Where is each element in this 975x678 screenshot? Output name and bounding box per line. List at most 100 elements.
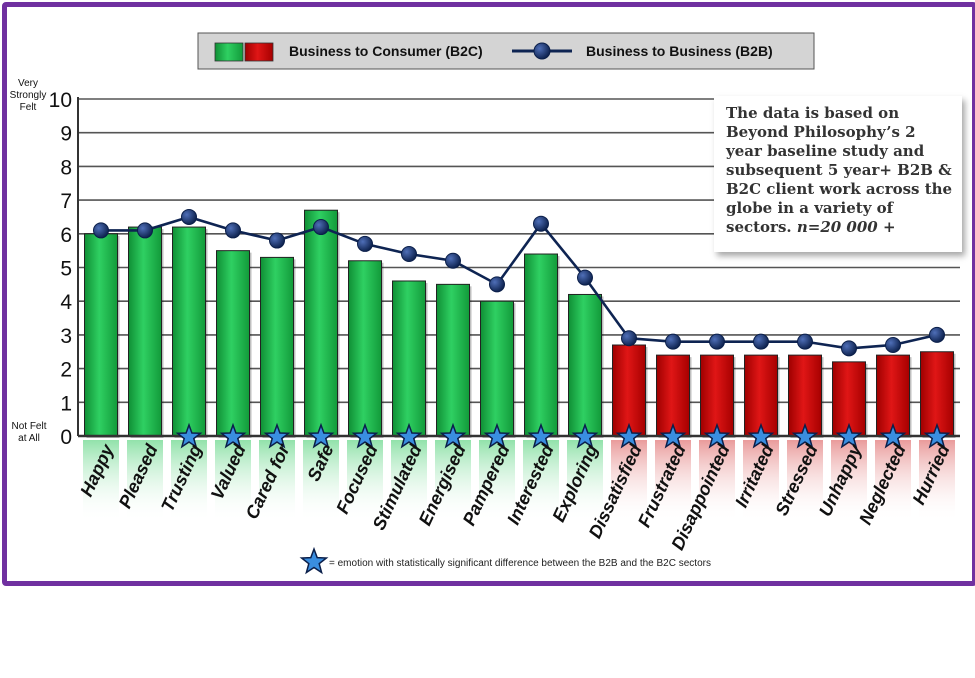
b2b-point-trusting xyxy=(181,208,197,225)
category-fade xyxy=(567,440,603,522)
footnote: = emotion with statistically significant… xyxy=(299,546,711,575)
legend-label-b2c: Business to Consumer (B2C) xyxy=(289,43,483,59)
b2b-point-happy xyxy=(93,222,109,239)
y-tick-label: 3 xyxy=(60,325,72,348)
category-fade xyxy=(699,440,735,522)
y-tick-labels: 0 1 2 3 4 5 6 7 8 9 10 xyxy=(49,89,73,449)
label-fades xyxy=(83,440,955,522)
category-fade xyxy=(391,440,427,522)
bar-stimulated xyxy=(392,280,426,437)
b2b-point-disappointed xyxy=(709,333,725,350)
b2b-point-cared-for xyxy=(269,232,285,249)
y-label-top: Felt xyxy=(20,102,37,113)
bar-neglected xyxy=(876,354,910,437)
y-tick-label: 1 xyxy=(60,392,72,415)
significance-star-icon xyxy=(483,422,511,449)
significance-star-icon xyxy=(659,422,687,449)
bar-pampered xyxy=(480,300,514,437)
category-fade xyxy=(919,440,955,522)
significance-star-icon xyxy=(835,422,863,449)
category-fade xyxy=(743,440,779,522)
legend-marker-b2b xyxy=(533,42,551,60)
b2b-point-focused xyxy=(357,235,373,252)
b2b-point-safe xyxy=(313,219,329,236)
bar-pleased xyxy=(128,226,162,437)
significance-star-icon xyxy=(791,422,819,449)
category-fade xyxy=(303,440,339,522)
significance-star-icon xyxy=(439,422,467,449)
significance-stars xyxy=(175,422,951,449)
category-fade xyxy=(787,440,823,522)
bar-dissatisfied xyxy=(612,344,646,437)
category-fade xyxy=(479,440,515,522)
category-fade xyxy=(171,440,207,522)
bar-energised xyxy=(436,283,470,437)
bar-happy xyxy=(84,233,118,437)
note-text: The data is based on Beyond Philosophy’s… xyxy=(726,104,953,236)
b2b-point-frustrated xyxy=(665,333,681,350)
note-n-value: n=20 000 + xyxy=(796,218,896,236)
bar-interested xyxy=(524,253,558,437)
bar-focused xyxy=(348,260,382,437)
b2b-point-valued xyxy=(225,222,241,239)
category-fade xyxy=(655,440,691,522)
category-fade xyxy=(347,440,383,522)
footnote-star-icon xyxy=(299,546,329,575)
significance-star-icon xyxy=(307,422,335,449)
y-label-top: Very xyxy=(18,78,38,89)
category-fade xyxy=(523,440,559,522)
b2b-point-stressed xyxy=(797,333,813,350)
y-tick-label: 6 xyxy=(60,224,72,247)
category-fade xyxy=(831,440,867,522)
b2b-point-dissatisfied xyxy=(621,330,637,347)
category-fade xyxy=(875,440,911,522)
category-fade xyxy=(259,440,295,522)
significance-star-icon xyxy=(879,422,907,449)
significance-star-icon xyxy=(395,422,423,449)
significance-star-icon xyxy=(923,422,951,449)
significance-star-icon xyxy=(571,422,599,449)
significance-star-icon xyxy=(747,422,775,449)
bar-exploring xyxy=(568,293,602,437)
category-fade xyxy=(215,440,251,522)
b2b-point-interested xyxy=(533,215,549,232)
category-fade xyxy=(611,440,647,522)
b2b-point-hurried xyxy=(929,326,945,343)
bar-irritated xyxy=(744,354,778,437)
b2b-point-irritated xyxy=(753,333,769,350)
bar-trusting xyxy=(172,226,206,437)
bar-disappointed xyxy=(700,354,734,437)
y-label-top: Strongly xyxy=(10,90,47,101)
bar-cared-for xyxy=(260,256,294,437)
bar-hurried xyxy=(920,351,954,437)
category-fade xyxy=(435,440,471,522)
significance-star-icon xyxy=(175,422,203,449)
legend-swatch-green xyxy=(214,42,244,62)
y-label-bottom: at All xyxy=(18,433,40,444)
y-tick-label: 0 xyxy=(60,426,72,449)
significance-star-icon xyxy=(263,422,291,449)
b2b-point-energised xyxy=(445,252,461,269)
bar-valued xyxy=(216,250,250,437)
note-box: The data is based on Beyond Philosophy’s… xyxy=(714,96,962,252)
b2b-point-stimulated xyxy=(401,246,417,263)
category-fade xyxy=(127,440,163,522)
significance-star-icon xyxy=(703,422,731,449)
y-tick-label: 2 xyxy=(60,359,72,382)
b2b-point-unhappy xyxy=(841,340,857,357)
y-tick-label: 4 xyxy=(60,291,72,314)
line-series-b2b xyxy=(93,208,945,357)
significance-star-icon xyxy=(527,422,555,449)
b2b-point-exploring xyxy=(577,269,593,286)
y-label-bottom: Not Felt xyxy=(11,421,46,432)
significance-star-icon xyxy=(351,422,379,449)
significance-star-icon xyxy=(219,422,247,449)
bar-safe xyxy=(304,209,338,437)
y-tick-label: 10 xyxy=(49,89,72,112)
y-tick-label: 5 xyxy=(60,258,72,281)
legend-label-b2b: Business to Business (B2B) xyxy=(586,43,773,59)
significance-star-icon xyxy=(615,422,643,449)
b2b-point-pleased xyxy=(137,222,153,239)
y-tick-label: 7 xyxy=(60,190,72,213)
